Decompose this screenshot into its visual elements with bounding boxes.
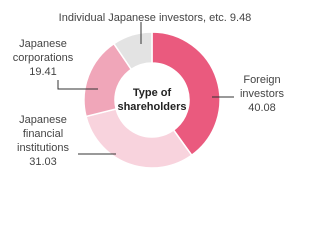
center-label: Type of shareholders bbox=[117, 87, 187, 113]
slice-label: Japanese corporations 19.41 bbox=[0, 37, 86, 79]
leader-line bbox=[57, 80, 98, 90]
label-name: Individual Japanese investors, etc. bbox=[58, 12, 227, 24]
label-name: Japanese corporations bbox=[12, 38, 74, 64]
slice-label: Individual Japanese investors, etc. 9.48 bbox=[30, 11, 280, 25]
slice-label: Japanese financial institutions 31.03 bbox=[0, 113, 86, 169]
label-value: 40.08 bbox=[248, 102, 276, 114]
chart: Individual Japanese investors, etc. 9.48… bbox=[0, 11, 290, 169]
donut-slice bbox=[112, 31, 153, 71]
donut-slice bbox=[151, 31, 221, 157]
label-value: 31.03 bbox=[29, 156, 57, 168]
label-value: 9.48 bbox=[229, 12, 252, 24]
donut-slice bbox=[85, 108, 193, 169]
label-name: Japanese financial institutions bbox=[17, 114, 69, 154]
label-name: Foreign investors bbox=[239, 74, 285, 100]
leader-lines bbox=[57, 22, 234, 155]
donut bbox=[57, 22, 234, 169]
label-value: 19.41 bbox=[29, 66, 57, 78]
slice-label: Foreign investors 40.08 bbox=[232, 73, 290, 115]
slices bbox=[83, 31, 221, 169]
